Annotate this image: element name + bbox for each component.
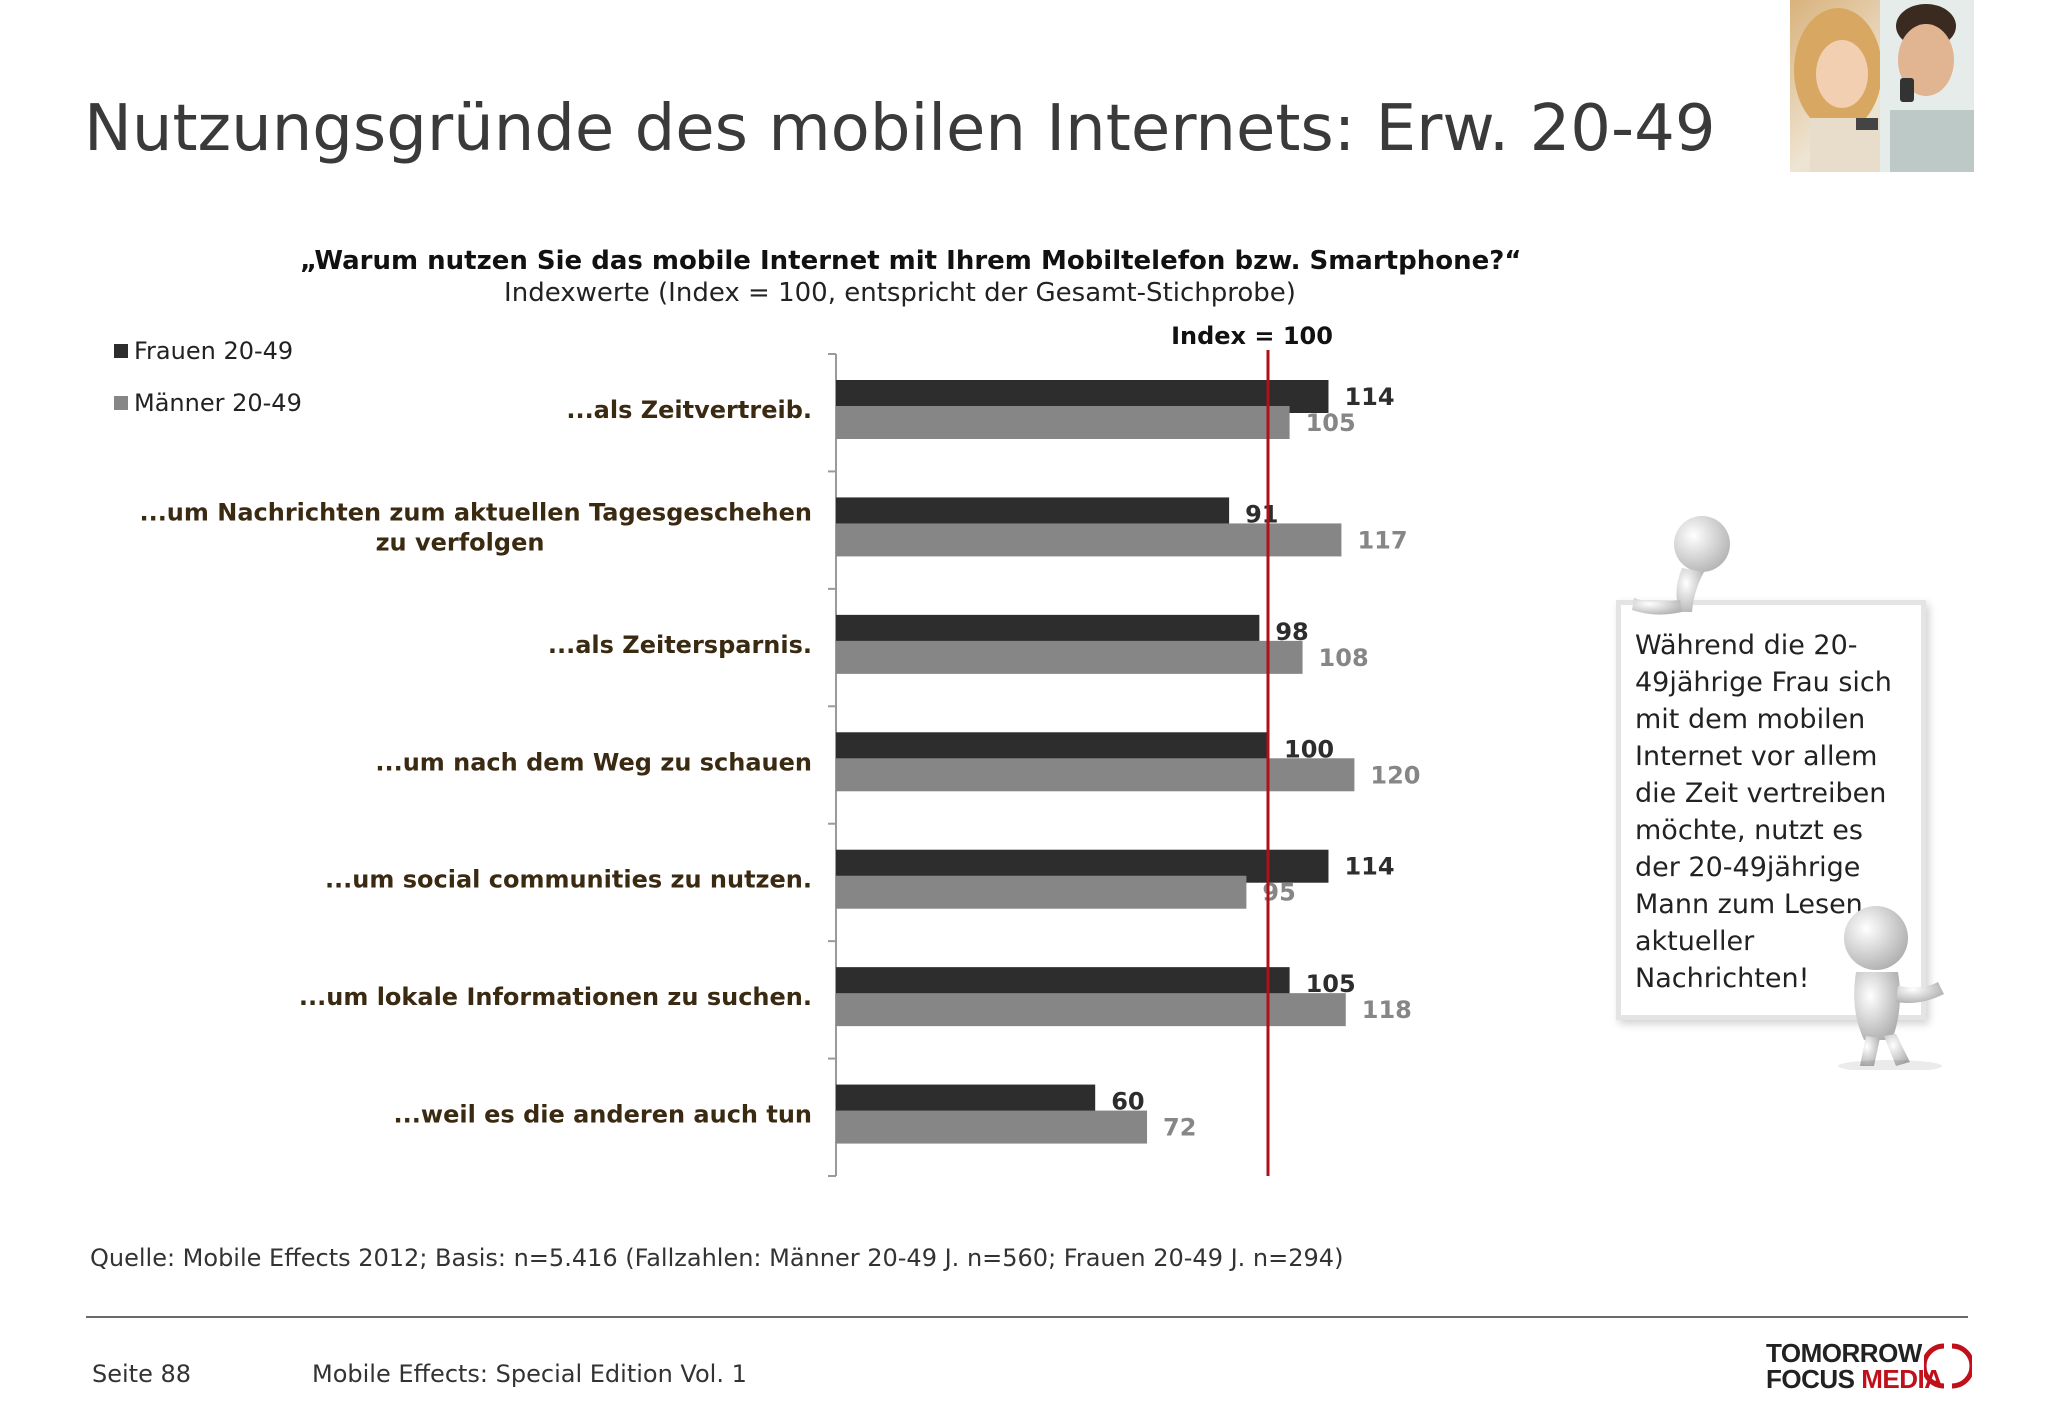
data-label-maenner: 95 <box>1262 879 1295 907</box>
category-label: ...um social communities zu nutzen. <box>325 866 812 894</box>
reference-line-label: Index = 100 <box>1171 322 1333 350</box>
category-label: ...um lokale Informationen zu suchen. <box>299 983 812 1011</box>
logo-text-focus-media: FOCUS MEDIA <box>1766 1364 1943 1395</box>
bar-frauen <box>836 380 1329 413</box>
data-label-maenner: 72 <box>1163 1114 1196 1142</box>
data-label-maenner: 105 <box>1306 409 1356 437</box>
category-label: ...als Zeitvertreib. <box>566 396 812 424</box>
bar-maenner <box>836 758 1355 792</box>
index-note: Indexwerte (Index = 100, entspricht der … <box>504 278 1296 308</box>
bar-frauen <box>836 497 1230 531</box>
source-note: Quelle: Mobile Effects 2012; Basis: n=5.… <box>90 1244 1344 1272</box>
publication-name: Mobile Effects: Special Edition Vol. 1 <box>312 1360 747 1388</box>
category-label: ...weil es die anderen auch tun <box>394 1101 812 1129</box>
page-number: Seite 88 <box>92 1360 192 1388</box>
tomorrow-focus-media-logo: TOMORROW FOCUS MEDIA <box>1766 1338 1976 1395</box>
legend: Frauen 20-49 Männer 20-49 <box>114 336 302 440</box>
logo-text-focus: FOCUS <box>1766 1364 1862 1394</box>
figure-top-icon <box>1632 516 1730 615</box>
couple-photo <box>1790 0 1974 172</box>
category-label: ...um Nachrichten zum aktuellen Tagesges… <box>139 498 812 556</box>
bar-frauen <box>836 732 1268 766</box>
bar-frauen <box>836 614 1260 648</box>
data-label-frauen: 100 <box>1284 735 1334 763</box>
figure-bottom-icon <box>1838 906 1944 1070</box>
data-label-maenner: 118 <box>1362 996 1412 1024</box>
legend-swatch-frauen <box>114 344 128 358</box>
data-label-frauen: 114 <box>1344 853 1394 881</box>
bar-frauen <box>836 849 1329 883</box>
bar-frauen <box>836 1084 1096 1118</box>
data-label-maenner: 108 <box>1319 644 1369 672</box>
bar-maenner <box>836 406 1290 439</box>
data-label-frauen: 60 <box>1111 1088 1144 1116</box>
bar-maenner <box>836 993 1346 1027</box>
category-label: ...als Zeitersparnis. <box>548 631 812 659</box>
bar-maenner <box>836 1110 1148 1144</box>
callout-text: Während die 20-49jährige Frau sich mit d… <box>1635 630 1892 994</box>
data-label-maenner: 117 <box>1357 526 1407 554</box>
category-label: ...um nach dem Weg zu schauen <box>375 748 812 776</box>
footer-divider <box>86 1316 1968 1318</box>
data-label-frauen: 105 <box>1306 970 1356 998</box>
legend-label-frauen: Frauen 20-49 <box>134 337 294 365</box>
bar-maenner <box>836 640 1303 674</box>
data-label-maenner: 120 <box>1370 761 1420 789</box>
data-label-frauen: 98 <box>1275 618 1308 646</box>
bar-frauen <box>836 967 1290 1001</box>
data-label-frauen: 91 <box>1245 500 1278 528</box>
logo-text-tomorrow: TOMORROW <box>1766 1338 1922 1368</box>
data-label-frauen: 114 <box>1344 383 1394 411</box>
bar-maenner <box>836 875 1247 909</box>
survey-question: „Warum nutzen Sie das mobile Internet mi… <box>300 246 1522 276</box>
category-label-line: zu verfolgen <box>376 528 545 556</box>
page-title: Nutzungsgründe des mobilen Internets: Er… <box>84 92 1716 166</box>
legend-swatch-maenner <box>114 396 128 410</box>
legend-label-maenner: Männer 20-49 <box>134 389 302 417</box>
legend-item-maenner: Männer 20-49 <box>114 388 302 418</box>
category-label-line: ...um Nachrichten zum aktuellen Tagesges… <box>139 498 812 526</box>
legend-item-frauen: Frauen 20-49 <box>114 336 302 366</box>
bar-maenner <box>836 523 1342 557</box>
logo-ring-icon <box>1924 1343 1972 1389</box>
